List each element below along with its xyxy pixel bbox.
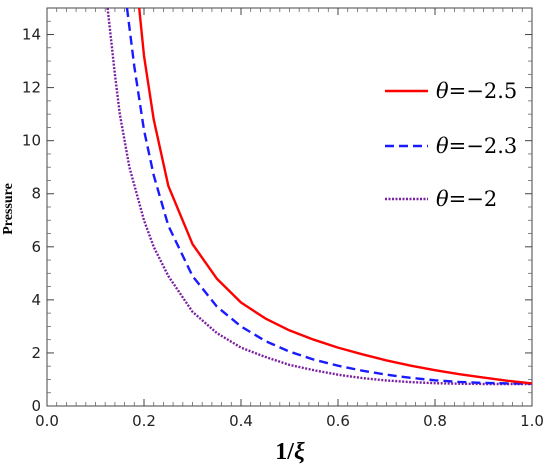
x-tick-label: 1.0 xyxy=(520,412,544,430)
x-axis-label: 1/ξ xyxy=(275,439,305,465)
x-tick-label: 0.2 xyxy=(132,412,156,430)
y-tick-label: 10 xyxy=(22,132,41,150)
legend-label: θ=−2.5 xyxy=(436,79,517,103)
y-tick-label: 12 xyxy=(22,79,41,97)
legend-theta-symbol: θ xyxy=(436,134,449,158)
series-lines xyxy=(106,7,533,386)
legend: θ=−2.5θ=−2.3θ=−2 xyxy=(385,79,517,211)
y-tick-label: 0 xyxy=(31,397,41,415)
x-axis-label-number: 1/ xyxy=(275,439,294,465)
x-axis-label-symbol: ξ xyxy=(294,439,305,465)
x-tick-label: 0.0 xyxy=(35,412,59,430)
legend-theta-value: =−2.3 xyxy=(449,134,518,158)
x-tick-label: 0.8 xyxy=(423,412,447,430)
legend-label: θ=−2.3 xyxy=(436,134,517,158)
legend-theta-value: =−2 xyxy=(449,187,498,211)
y-tick-label: 4 xyxy=(31,291,41,309)
axis-ticks xyxy=(46,8,533,407)
x-tick-label: 0.6 xyxy=(326,412,350,430)
y-tick-label: 2 xyxy=(31,344,41,362)
legend-theta-value: =−2.5 xyxy=(449,79,518,103)
y-tick-label: 8 xyxy=(31,185,41,203)
legend-theta-symbol: θ xyxy=(436,187,449,211)
tick-labels: 0.0 0.2 0.4 0.6 0.8 1.0 0 2 4 6 8 10 12 14 xyxy=(22,26,544,430)
y-tick-label: 14 xyxy=(22,26,41,44)
y-axis-label: Pressure xyxy=(1,183,16,235)
series-line-theta-2-5 xyxy=(138,7,533,385)
legend-theta-symbol: θ xyxy=(436,79,449,103)
x-tick-label: 0.4 xyxy=(229,412,253,430)
y-tick-label: 6 xyxy=(31,238,41,256)
legend-label: θ=−2 xyxy=(436,187,497,211)
